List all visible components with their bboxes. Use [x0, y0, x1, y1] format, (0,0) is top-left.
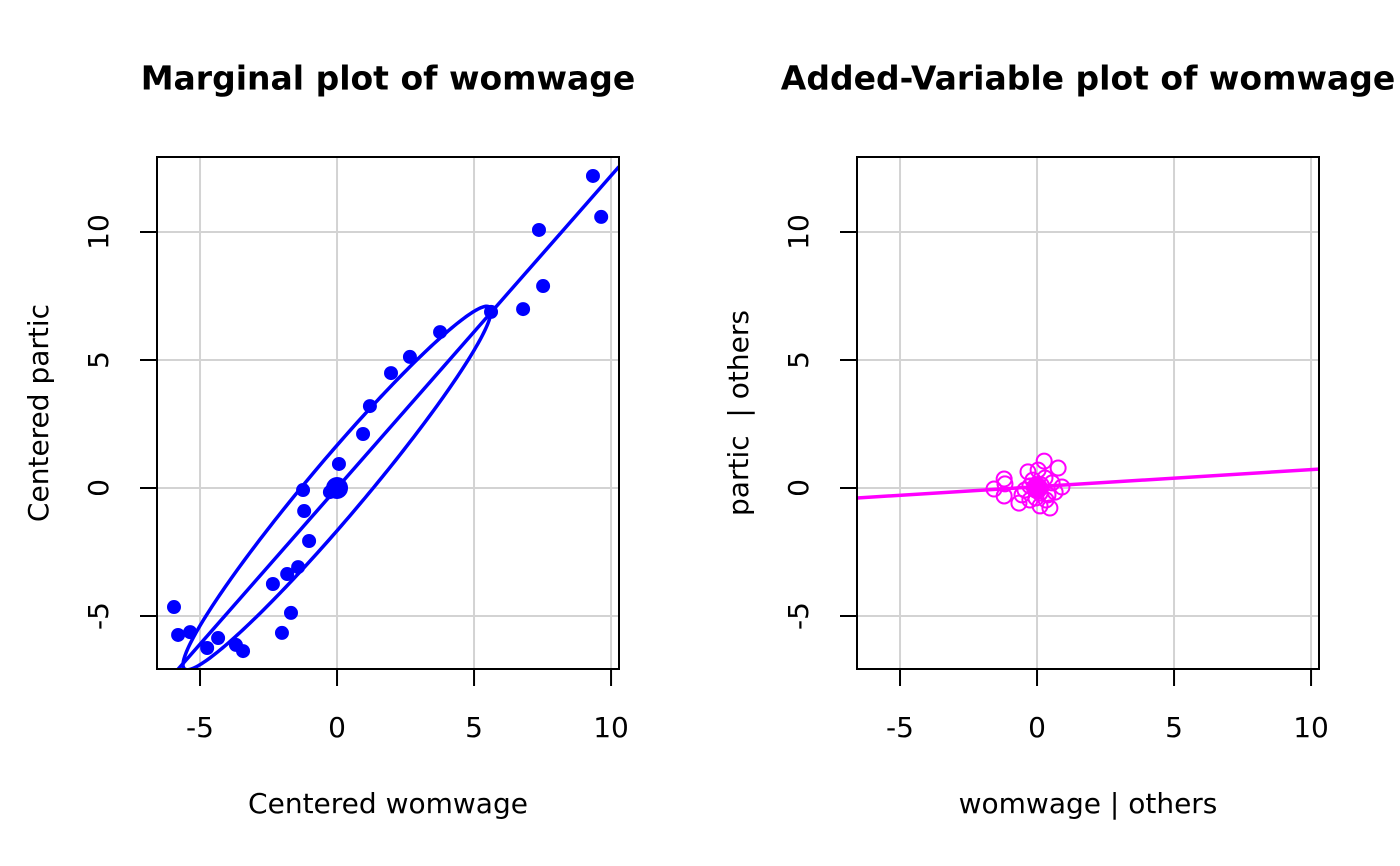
point — [1035, 452, 1053, 470]
x-tick-label: 5 — [1165, 711, 1183, 744]
point — [996, 475, 1014, 493]
y-tick-label: 10 — [82, 214, 115, 250]
point — [211, 631, 226, 646]
point — [283, 605, 298, 620]
y-tick-label: 0 — [782, 479, 815, 497]
point — [402, 349, 417, 364]
plot-frame — [856, 156, 1320, 670]
point — [1049, 459, 1067, 477]
y-axis-label: Centered partic — [22, 304, 55, 522]
y-tick-label: 5 — [782, 351, 815, 369]
y-tick-label: 10 — [782, 214, 815, 250]
point — [296, 483, 311, 498]
point — [171, 627, 186, 642]
y-axis-label: partic | others — [722, 310, 755, 516]
point — [274, 625, 289, 640]
x-tick-label: 10 — [1293, 711, 1329, 744]
point — [356, 426, 371, 441]
panel: Marginal plot of womwage Centered womwage… — [22, 59, 635, 821]
y-tick-label: -5 — [782, 602, 815, 630]
point — [236, 644, 251, 659]
point — [200, 641, 215, 656]
fit-line — [857, 467, 1319, 500]
chart-title: Marginal plot of womwage — [141, 59, 636, 98]
x-tick-label: -5 — [886, 711, 914, 744]
plot-area — [166, 165, 619, 669]
point — [302, 534, 317, 548]
panel: Added-Variable plot of womwage womwage | … — [722, 59, 1395, 821]
point — [265, 577, 280, 592]
x-axis-label: womwage | others — [959, 787, 1218, 820]
y-tick-label: 5 — [82, 351, 115, 369]
x-tick-label: 10 — [593, 711, 629, 744]
x-tick-label: 0 — [1028, 711, 1046, 744]
point — [531, 222, 546, 237]
point — [166, 600, 181, 615]
x-tick-label: -5 — [186, 711, 214, 744]
y-tick-label: 0 — [82, 479, 115, 497]
fit-line — [175, 165, 619, 669]
point — [1041, 499, 1059, 517]
chart-title: Added-Variable plot of womwage — [781, 59, 1395, 98]
point — [331, 456, 346, 471]
y-tick-label: -5 — [82, 602, 115, 630]
plot-area — [857, 452, 1319, 517]
point — [280, 567, 295, 582]
point — [585, 168, 600, 183]
x-tick-label: 0 — [328, 711, 346, 744]
point — [594, 209, 609, 224]
plot-frame — [156, 156, 620, 670]
point — [297, 504, 312, 519]
x-tick-label: 5 — [465, 711, 483, 744]
point — [384, 366, 399, 381]
x-axis-label: Centered womwage — [248, 787, 528, 820]
point — [536, 279, 551, 294]
point — [516, 302, 531, 317]
